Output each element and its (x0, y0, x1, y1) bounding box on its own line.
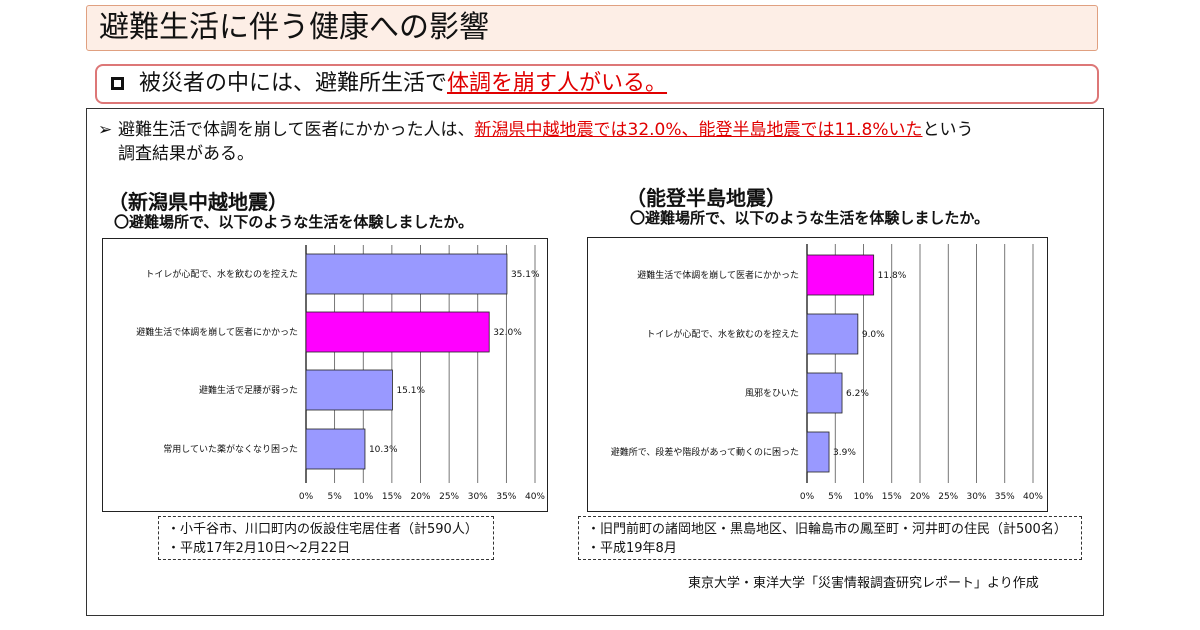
category-label: 風邪をひいた (745, 388, 799, 399)
right-heading: （能登半島地震） (626, 186, 786, 210)
subtitle-highlight: 体調を崩す人がいる。 (447, 71, 668, 96)
square-bullet-icon (111, 77, 124, 90)
x-tick-label: 35% (496, 492, 516, 502)
category-label: 避難所で、段差や階段があって動くのに困った (611, 446, 799, 458)
subtitle: 被災者の中には、避難所生活で体調を崩す人がいる。 (139, 70, 667, 98)
data-label: 6.2% (846, 389, 869, 399)
category-label: 避難生活で足腰が弱った (199, 384, 298, 396)
x-tick-label: 10% (353, 492, 373, 502)
bar (806, 431, 830, 473)
left-heading: （新潟県中越地震） (108, 190, 288, 214)
bar (305, 428, 366, 470)
x-tick-label: 0% (299, 492, 314, 502)
data-label: 3.9% (833, 448, 856, 458)
intro-suffix: という (922, 120, 974, 140)
data-label: 35.1% (511, 270, 540, 280)
bar (806, 372, 843, 414)
x-tick-label: 0% (800, 492, 815, 502)
left-chart-svg: 0% 5% 10% 15% 20% 25% 30% 35% 40% トイレが心配で、水を飲むのを控… (136, 245, 545, 502)
right-chart-svg: 0% 5% 10% 15% 20% 25% 30% 35% 40% 避難生活で体調を崩して医者にか… (611, 244, 1043, 502)
x-tick-label: 40% (525, 492, 545, 502)
category-label: トイレが心配で、水を飲むのを控えた (646, 328, 799, 340)
bar (305, 253, 508, 295)
x-tick-label: 40% (1023, 492, 1043, 502)
x-tick-label: 20% (910, 492, 930, 502)
right-chart: 0% 5% 10% 15% 20% 25% 30% 35% 40% 避難生活で体調を崩して医者にか… (587, 237, 1048, 512)
bar (806, 254, 875, 296)
right-note-2: ・平成19年8月 (587, 541, 677, 556)
x-tick-label: 35% (995, 492, 1015, 502)
page-title: 避難生活に伴う健康への影響 (99, 10, 489, 45)
left-question: 〇避難場所で、以下のような生活を体験しましたか。 (114, 213, 474, 231)
source-credit: 東京大学・東洋大学「災害情報調査研究レポート」より作成 (688, 576, 1039, 591)
data-label: 10.3% (369, 445, 398, 455)
x-tick-label: 20% (410, 492, 430, 502)
subtitle-bar: 被災者の中には、避難所生活で体調を崩す人がいる。 (95, 64, 1099, 104)
x-tick-label: 30% (468, 492, 488, 502)
x-tick-label: 25% (439, 492, 459, 502)
intro-text: ➢ 避難生活で体調を崩して医者にかかった人は、新潟県中越地震では32.0%、能登半… (98, 118, 1098, 166)
subtitle-prefix: 被災者の中には、避難所生活で (139, 71, 448, 96)
bar (305, 369, 393, 411)
category-label: トイレが心配で、水を飲むのを控えた (145, 268, 298, 280)
intro-highlight: 新潟県中越地震では32.0%、能登半島地震では11.8%いた (474, 120, 923, 140)
x-tick-label: 5% (828, 492, 843, 502)
arrow-bullet-icon: ➢ (98, 120, 113, 140)
x-tick-label: 25% (938, 492, 958, 502)
left-note-2: ・平成17年2月10日～2月22日 (167, 541, 351, 556)
x-tick-label: 10% (853, 492, 873, 502)
right-notes: ・旧門前町の諸岡地区・黒島地区、旧輪島市の鳳至町・河井町の住民（計500名） ・… (578, 516, 1082, 560)
intro-line2: 調査結果がある。 (118, 144, 254, 164)
category-label: 避難生活で体調を崩して医者にかかった (637, 269, 799, 281)
x-tick-label: 15% (382, 492, 402, 502)
x-tick-label: 30% (966, 492, 986, 502)
left-notes: ・小千谷市、川口町内の仮設住宅居住者（計590人） ・平成17年2月10日～2月… (158, 516, 494, 560)
title-bar: 避難生活に伴う健康への影響 (86, 5, 1098, 51)
intro-prefix: 避難生活で体調を崩して医者にかかった人は、 (118, 120, 475, 140)
x-tick-label: 15% (882, 492, 902, 502)
right-question: 〇避難場所で、以下のような生活を体験しましたか。 (630, 209, 990, 227)
data-label: 32.0% (493, 328, 522, 338)
category-label: 避難生活で体調を崩して医者にかかった (136, 326, 298, 338)
data-label: 11.8% (878, 271, 907, 281)
bar (305, 311, 490, 353)
bar (806, 313, 859, 355)
data-label: 9.0% (862, 330, 885, 340)
right-note-1: ・旧門前町の諸岡地区・黒島地区、旧輪島市の鳳至町・河井町の住民（計500名） (587, 522, 1067, 537)
x-tick-label: 5% (327, 492, 342, 502)
data-label: 15.1% (396, 386, 425, 396)
left-note-1: ・小千谷市、川口町内の仮設住宅居住者（計590人） (167, 522, 478, 537)
category-label: 常用していた薬がなくなり困った (163, 443, 298, 455)
left-chart: 0% 5% 10% 15% 20% 25% 30% 35% 40% トイレが心配で、水を飲むのを控… (102, 238, 548, 512)
